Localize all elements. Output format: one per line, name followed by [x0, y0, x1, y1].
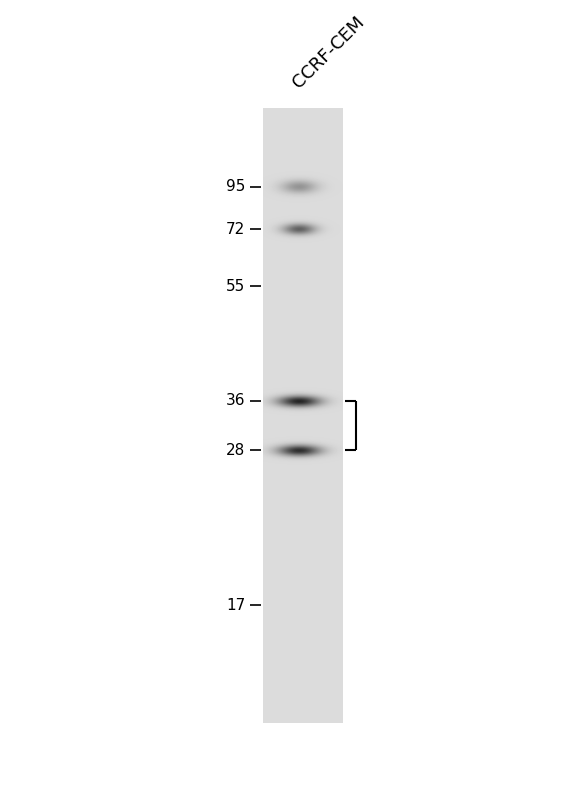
Text: 28: 28 [226, 443, 245, 458]
Text: 17: 17 [226, 598, 245, 613]
Text: CCRF-CEM: CCRF-CEM [289, 14, 368, 92]
Text: 55: 55 [226, 279, 245, 294]
Text: 72: 72 [226, 222, 245, 237]
Text: 36: 36 [225, 394, 245, 408]
Text: 95: 95 [226, 179, 245, 194]
